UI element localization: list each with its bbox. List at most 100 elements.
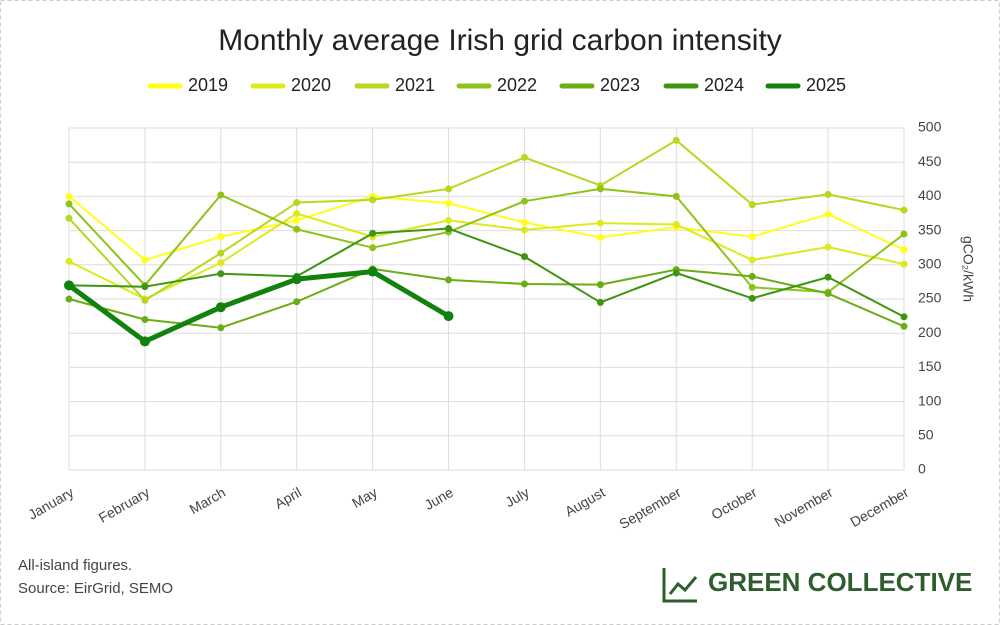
point [291, 274, 302, 285]
point [520, 197, 528, 205]
point [293, 199, 301, 207]
point [443, 311, 454, 322]
point [748, 283, 756, 291]
point [672, 136, 680, 144]
point [445, 185, 453, 193]
y-tick-label: 450 [918, 153, 942, 169]
point [293, 210, 301, 217]
legend-label: 2020 [291, 75, 331, 95]
point [900, 313, 908, 321]
legend-label: 2019 [188, 75, 228, 95]
point [748, 201, 756, 209]
point [520, 280, 528, 288]
point [520, 226, 528, 234]
point [141, 296, 149, 304]
point [596, 219, 604, 227]
point [369, 229, 377, 237]
point [900, 230, 908, 238]
point [824, 243, 832, 251]
y-tick-label: 0 [918, 461, 926, 477]
point [64, 280, 74, 291]
point [65, 295, 73, 303]
point [215, 302, 226, 313]
y-tick-label: 300 [918, 256, 942, 272]
point [824, 290, 832, 298]
point [596, 233, 604, 241]
legend-label: 2021 [395, 75, 435, 95]
point [824, 273, 832, 281]
point [293, 216, 301, 224]
y-tick-label: 50 [918, 427, 934, 443]
point [65, 200, 73, 208]
brand: GREEN COLLECTIVE [708, 567, 972, 597]
point [520, 253, 528, 261]
point [217, 270, 225, 278]
point [672, 220, 680, 228]
y-tick-label: 100 [918, 392, 942, 408]
point [520, 153, 528, 161]
y-tick-label: 500 [918, 119, 942, 135]
line [67, 269, 450, 344]
point [217, 324, 225, 332]
y-tick-label: 150 [918, 358, 942, 374]
point [445, 225, 453, 233]
y-tick-label: 350 [918, 221, 942, 237]
point [141, 283, 149, 291]
legend-label: 2025 [806, 75, 846, 95]
point [217, 191, 225, 199]
point [293, 298, 301, 306]
series [64, 266, 454, 347]
legend-label: 2023 [600, 75, 640, 95]
point [900, 322, 908, 330]
line [68, 267, 905, 329]
point [824, 190, 832, 198]
point [748, 272, 756, 280]
point [65, 192, 73, 200]
point [65, 257, 73, 265]
point [217, 233, 225, 241]
line [68, 227, 905, 318]
chart-title: Monthly average Irish grid carbon intens… [218, 24, 782, 57]
y-axis-label: gCO₂/kWh [960, 236, 976, 302]
point [596, 298, 604, 306]
y-tick-label: 250 [918, 290, 942, 306]
note: Source: EirGrid, SEMO [18, 580, 173, 597]
point [141, 256, 149, 264]
point [445, 199, 453, 207]
point [520, 218, 528, 226]
point [596, 281, 604, 289]
series [65, 136, 908, 304]
y-tick-label: 400 [918, 187, 942, 203]
series [65, 185, 908, 296]
line [68, 195, 905, 262]
point [672, 192, 680, 200]
line [68, 187, 905, 294]
point [293, 225, 301, 233]
line [68, 212, 905, 300]
point [65, 214, 73, 222]
point [824, 210, 832, 218]
line [68, 139, 905, 302]
point [369, 244, 377, 252]
series [65, 225, 908, 321]
point [900, 246, 908, 254]
point [141, 316, 149, 324]
point [139, 336, 150, 347]
point [445, 276, 453, 284]
legend-label: 2022 [497, 75, 537, 95]
y-tick-label: 200 [918, 324, 942, 340]
point [217, 249, 225, 257]
point [672, 269, 680, 277]
point [748, 233, 756, 241]
point [367, 266, 378, 277]
note: All-island figures. [18, 557, 132, 574]
point [217, 259, 225, 267]
brand-icon [662, 568, 698, 603]
point [748, 256, 756, 264]
point [596, 185, 604, 193]
point [748, 294, 756, 302]
series [65, 210, 908, 303]
point [445, 216, 453, 224]
